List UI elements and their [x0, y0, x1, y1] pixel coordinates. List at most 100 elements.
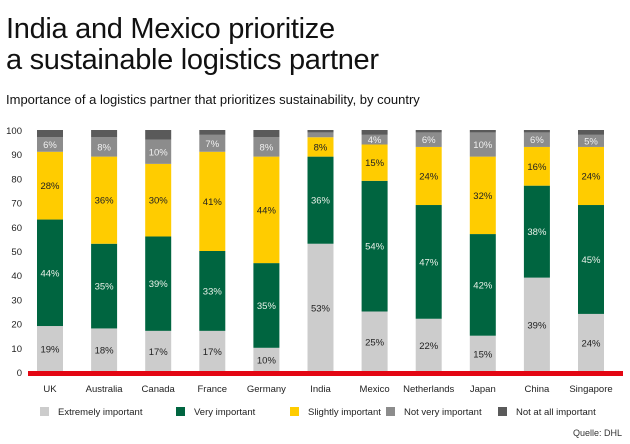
bar-segment	[469, 156, 496, 235]
bar-segment	[523, 185, 550, 278]
title-line-2: a sustainable logistics partner	[6, 44, 379, 76]
bar-segment	[199, 130, 226, 135]
data-label: 24%	[581, 338, 601, 349]
y-tick-label: 30	[11, 295, 22, 306]
baseline	[28, 371, 623, 376]
y-tick-label: 80	[11, 174, 22, 185]
legend-swatch	[498, 407, 507, 416]
y-tick-label: 50	[11, 247, 22, 258]
x-tick-label: Netherlands	[403, 384, 454, 395]
y-tick-label: 60	[11, 223, 22, 234]
legend-swatch	[386, 407, 395, 416]
bar-segment	[253, 156, 280, 264]
bar-segment	[415, 132, 442, 147]
data-label: 25%	[365, 337, 385, 348]
data-label: 24%	[419, 171, 439, 182]
y-tick-label: 40	[11, 271, 22, 282]
bar-segment	[415, 205, 442, 319]
data-label: 10%	[257, 355, 277, 366]
data-label: 8%	[260, 142, 274, 153]
bar-segment	[523, 130, 550, 133]
data-label: 33%	[203, 286, 223, 297]
bar-segment	[37, 137, 63, 152]
x-tick-label: Germany	[247, 384, 286, 395]
bar-segment	[91, 243, 118, 329]
legend-label: Slightly important	[308, 407, 381, 418]
data-label: 30%	[149, 196, 169, 207]
bar-segment	[37, 219, 63, 327]
y-tick-label: 20	[11, 320, 22, 331]
bar-segment	[145, 163, 172, 237]
legend-swatch	[176, 407, 185, 416]
data-label: 35%	[95, 282, 115, 293]
data-label: 6%	[530, 135, 544, 146]
bar-segment	[37, 326, 63, 372]
data-label: 10%	[473, 140, 493, 151]
data-label: 4%	[368, 135, 382, 146]
data-label: 41%	[203, 197, 223, 208]
bar-segment	[578, 313, 604, 372]
y-tick-label: 10	[11, 344, 22, 355]
data-label: 38%	[527, 227, 547, 238]
legend-label: Not very important	[404, 407, 482, 418]
bar-segment	[578, 134, 604, 147]
data-label: 47%	[419, 257, 439, 268]
y-tick-label: 70	[11, 199, 22, 210]
bar-segment	[361, 130, 388, 135]
legend-label: Very important	[194, 407, 256, 418]
legend-label: Extremely important	[58, 407, 143, 418]
x-tick-label: UK	[43, 384, 57, 395]
source-note: Quelle: DHL	[572, 428, 622, 438]
bar-segment	[91, 328, 118, 372]
bar-segment	[469, 130, 496, 133]
data-label: 44%	[40, 268, 60, 279]
data-label: 15%	[473, 349, 493, 360]
data-label: 5%	[584, 136, 598, 147]
bar-segment	[523, 277, 550, 372]
x-tick-label: China	[524, 384, 550, 395]
data-label: 36%	[95, 196, 115, 207]
x-tick-label: France	[198, 384, 228, 395]
bar-segment	[415, 146, 442, 206]
bar-segment	[199, 251, 226, 331]
bar-segment	[145, 330, 172, 372]
bar-segment	[253, 137, 280, 157]
bar-segment	[253, 347, 280, 372]
bar-segment	[199, 330, 226, 372]
data-label: 17%	[149, 347, 169, 358]
data-label: 7%	[205, 139, 219, 150]
bar-segment	[307, 132, 334, 138]
bar-segment	[523, 132, 550, 147]
bar-segment	[523, 146, 550, 186]
bar-segment	[91, 130, 118, 138]
data-label: 42%	[473, 280, 493, 291]
bar-segment	[307, 156, 334, 244]
data-label: 24%	[581, 171, 601, 182]
data-label: 35%	[257, 301, 277, 312]
bar-segment	[145, 130, 172, 140]
bar-segment	[253, 130, 280, 138]
data-label: 15%	[365, 158, 385, 169]
data-label: 45%	[581, 255, 601, 266]
bar-segment	[307, 243, 334, 372]
bar-segment	[578, 205, 604, 314]
bar-segment	[469, 335, 496, 372]
data-label: 54%	[365, 242, 385, 253]
bar-segment	[37, 151, 63, 220]
bar-segment	[91, 156, 118, 244]
legend-label: Not at all important	[516, 407, 596, 418]
y-tick-label: 100	[6, 126, 22, 137]
data-label: 53%	[311, 303, 331, 314]
data-label: 22%	[419, 341, 439, 352]
data-label: 8%	[314, 142, 328, 153]
bar-segment	[199, 134, 226, 152]
data-label: 36%	[311, 196, 331, 207]
bar-segment	[199, 151, 226, 251]
data-label: 28%	[40, 181, 60, 192]
data-label: 6%	[422, 135, 436, 146]
bar-segment	[578, 130, 604, 135]
data-label: 18%	[95, 346, 115, 357]
legend-swatch	[290, 407, 299, 416]
chart-title: India and Mexico prioritize a sustainable…	[6, 14, 379, 76]
y-tick-label: 90	[11, 150, 22, 161]
